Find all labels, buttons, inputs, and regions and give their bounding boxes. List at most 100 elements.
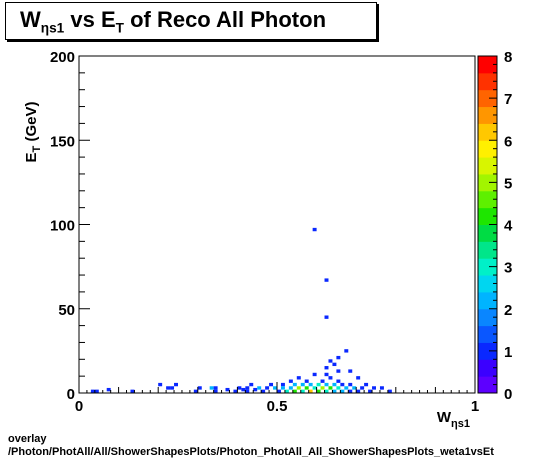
heatmap-cell: [328, 359, 333, 363]
palette-swatch: [478, 106, 497, 124]
heatmap-cell: [387, 389, 392, 393]
y-tick-label: 200: [50, 49, 75, 66]
title-w-sub: ηs1: [40, 20, 65, 36]
heatmap-cell: [280, 386, 285, 390]
heatmap-cell: [364, 382, 369, 387]
x-tick-label: 1: [471, 398, 479, 415]
palette-swatch: [478, 123, 497, 141]
heatmap-cell: [348, 382, 353, 387]
heatmap-cell: [312, 227, 317, 232]
heatmap-cell: [253, 387, 258, 392]
heatmap-cell: [316, 382, 321, 387]
heatmap-cell: [336, 355, 341, 360]
heatmap-cell: [352, 386, 357, 390]
heatmap-cell: [320, 386, 325, 390]
palette-tick-label: 1: [504, 344, 512, 361]
palette-swatch: [478, 72, 497, 91]
palette-swatch: [478, 275, 497, 293]
palette-swatch: [478, 173, 497, 192]
heatmap-cell: [324, 372, 329, 377]
heatmap-cell: [328, 376, 333, 380]
palette-swatch: [478, 308, 497, 327]
heatmap-cell: [340, 389, 345, 393]
y-tick-label: 150: [50, 133, 75, 150]
palette-swatch: [478, 376, 497, 394]
y-axis-label-sub: T: [31, 145, 43, 152]
palette-swatch: [478, 157, 497, 175]
heatmap-cell: [245, 389, 250, 393]
heatmap-cell: [257, 386, 262, 390]
palette-tick-label: 7: [504, 91, 512, 108]
y-axis-label-main: E: [23, 152, 40, 162]
heatmap-cell: [348, 389, 353, 393]
heatmap-cell: [324, 366, 329, 370]
palette-tick-label: 4: [504, 218, 513, 235]
x-axis-label-main: W: [437, 409, 452, 426]
heatmap-cell: [312, 386, 317, 390]
x-tick-label: 0.5: [267, 398, 288, 415]
heatmap-cell: [300, 382, 305, 387]
heatmap-cell: [368, 389, 373, 393]
heatmap-cell: [308, 382, 313, 387]
heatmap-cell: [245, 386, 250, 390]
palette-swatch: [478, 56, 497, 74]
heatmap-cell: [292, 382, 297, 387]
palette-swatch: [478, 291, 497, 310]
heatmap-cell: [284, 389, 289, 393]
palette-swatch: [478, 140, 497, 158]
heatmap-cell: [336, 386, 341, 390]
heatmap-cell: [292, 389, 297, 393]
heatmap-cell: [332, 362, 337, 367]
palette-tick-label: 5: [504, 175, 512, 192]
chart-title: Wηs1 vs ET of Reco All Photon: [20, 7, 326, 35]
palette-tick-label: 8: [504, 49, 512, 66]
palette-tick-label: 6: [504, 133, 512, 150]
x-axis-label: Wηs1: [437, 409, 470, 430]
heatmap-cell: [261, 389, 266, 393]
heatmap-cell: [249, 382, 254, 387]
heatmap-cell: [332, 389, 337, 393]
heatmap-cell: [269, 382, 274, 387]
heatmap-cell: [296, 376, 301, 380]
plot-frame: [78, 55, 476, 394]
heatmap-cell: [288, 379, 293, 383]
heatmap-cell: [225, 387, 230, 392]
heatmap-cell: [304, 379, 309, 383]
palette-swatch: [478, 342, 497, 360]
heatmap-cell: [288, 386, 293, 390]
heatmap-cell: [379, 386, 384, 390]
heatmap-cell: [273, 386, 277, 390]
y-tick-label: 100: [50, 218, 75, 235]
palette-swatch: [478, 325, 497, 343]
heatmap-cell: [344, 386, 349, 390]
heatmap-cell: [213, 386, 218, 390]
heatmap-cell: [197, 386, 202, 390]
heatmap-cell: [324, 389, 329, 393]
y-axis-label: ET (GeV): [23, 102, 43, 163]
palette-swatch: [478, 207, 497, 225]
heatmap-cell: [90, 389, 95, 393]
heatmap-cell: [312, 372, 317, 377]
chart-title-box: Wηs1 vs ET of Reco All Photon: [5, 2, 377, 40]
y-tick-label: 0: [67, 386, 75, 403]
heatmap-cell: [296, 386, 301, 390]
color-palette: 0 1 2 3 4 5 6 7 8: [477, 49, 513, 403]
heatmap-cell: [213, 389, 218, 393]
heatmap-cell: [344, 349, 349, 353]
heatmap-cells: [90, 227, 392, 393]
footer-path-label: /Photon/PhotAll/All/ShowerShapesPlots/Ph…: [8, 446, 494, 458]
x-tick-label: 0: [75, 398, 83, 415]
heatmap-cell: [193, 389, 198, 393]
palette-swatch: [478, 258, 497, 276]
x-axis-label-sub: ηs1: [451, 418, 470, 430]
palette-tick-label: 2: [504, 302, 512, 319]
axes: 0 0.5 1 0 50 100 150 200: [50, 49, 479, 415]
heatmap-cell: [158, 382, 163, 387]
heatmap-cell: [372, 386, 376, 390]
heatmap-cell: [356, 389, 361, 393]
y-axis-label-unit: (GeV): [23, 102, 40, 146]
heatmap-cell: [233, 389, 238, 393]
y-tick-label: 50: [58, 302, 75, 319]
